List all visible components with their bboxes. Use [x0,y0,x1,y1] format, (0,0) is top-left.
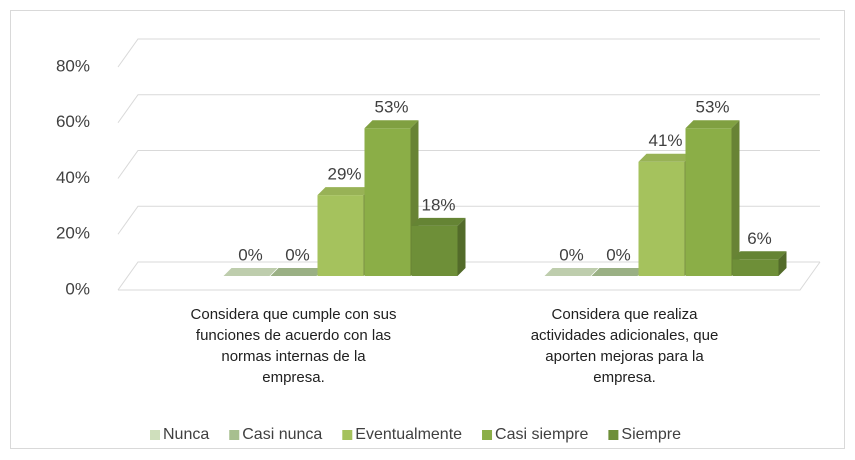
x-tick-label: Considera que cumple con sus funciones d… [190,306,397,386]
value-label: 53% [695,98,729,117]
bar-face [411,225,458,276]
bar-face [591,268,646,276]
grid-line [117,205,820,235]
value-label: 0% [285,245,310,264]
bar-face [317,187,372,196]
bar-face [731,120,740,276]
legend-label: Eventualmente [355,426,462,443]
y-tick-label: 0% [65,279,90,298]
bar [685,120,740,276]
grid-line [117,150,820,179]
y-tick-label: 40% [56,168,90,187]
value-label: 53% [374,98,408,117]
legend-label: Nunca [163,426,209,443]
bar [270,268,325,276]
bar [317,187,372,276]
bar-face [317,195,364,276]
bar-face [457,217,466,276]
legend-label: Casi siempre [495,426,588,443]
bar [638,153,693,276]
grid-line [117,261,820,291]
bar-face [411,217,466,226]
bar-face [270,268,325,276]
bar-face [778,251,787,276]
bar [591,268,646,276]
bar-face [638,153,693,162]
bar [223,268,278,276]
bar [411,217,466,276]
value-label: 41% [648,131,682,150]
value-label: 18% [421,195,455,214]
bar [544,268,599,276]
y-tick-label: 20% [56,224,90,243]
grid-line [117,38,820,68]
x-tick-label: Considera que realiza actividades adicio… [530,306,719,386]
bar-face [364,128,411,276]
value-label: 0% [238,245,263,264]
grid-line [117,94,820,124]
y-tick-label: 60% [56,112,90,131]
bar-face [685,128,732,276]
value-label: 0% [559,245,584,264]
value-label: 0% [606,245,631,264]
value-label: 6% [747,229,772,248]
bar [732,251,787,276]
y-tick-label: 80% [56,56,90,75]
bar [364,120,419,276]
legend-swatch [229,430,240,440]
legend-label: Siempre [621,426,681,443]
legend-swatch [342,430,353,440]
bar-face [685,120,740,129]
bar-face [364,120,419,129]
bar-face [638,161,685,276]
bar-face [732,251,787,260]
value-label: 29% [327,165,361,184]
bar-face [732,259,779,276]
legend-swatch [608,430,619,440]
bar-face [544,268,599,276]
legend-label: Casi nunca [242,426,322,443]
legend-swatch [482,430,493,440]
bar-face [223,268,278,276]
legend-swatch [150,430,160,440]
floor [118,261,821,291]
